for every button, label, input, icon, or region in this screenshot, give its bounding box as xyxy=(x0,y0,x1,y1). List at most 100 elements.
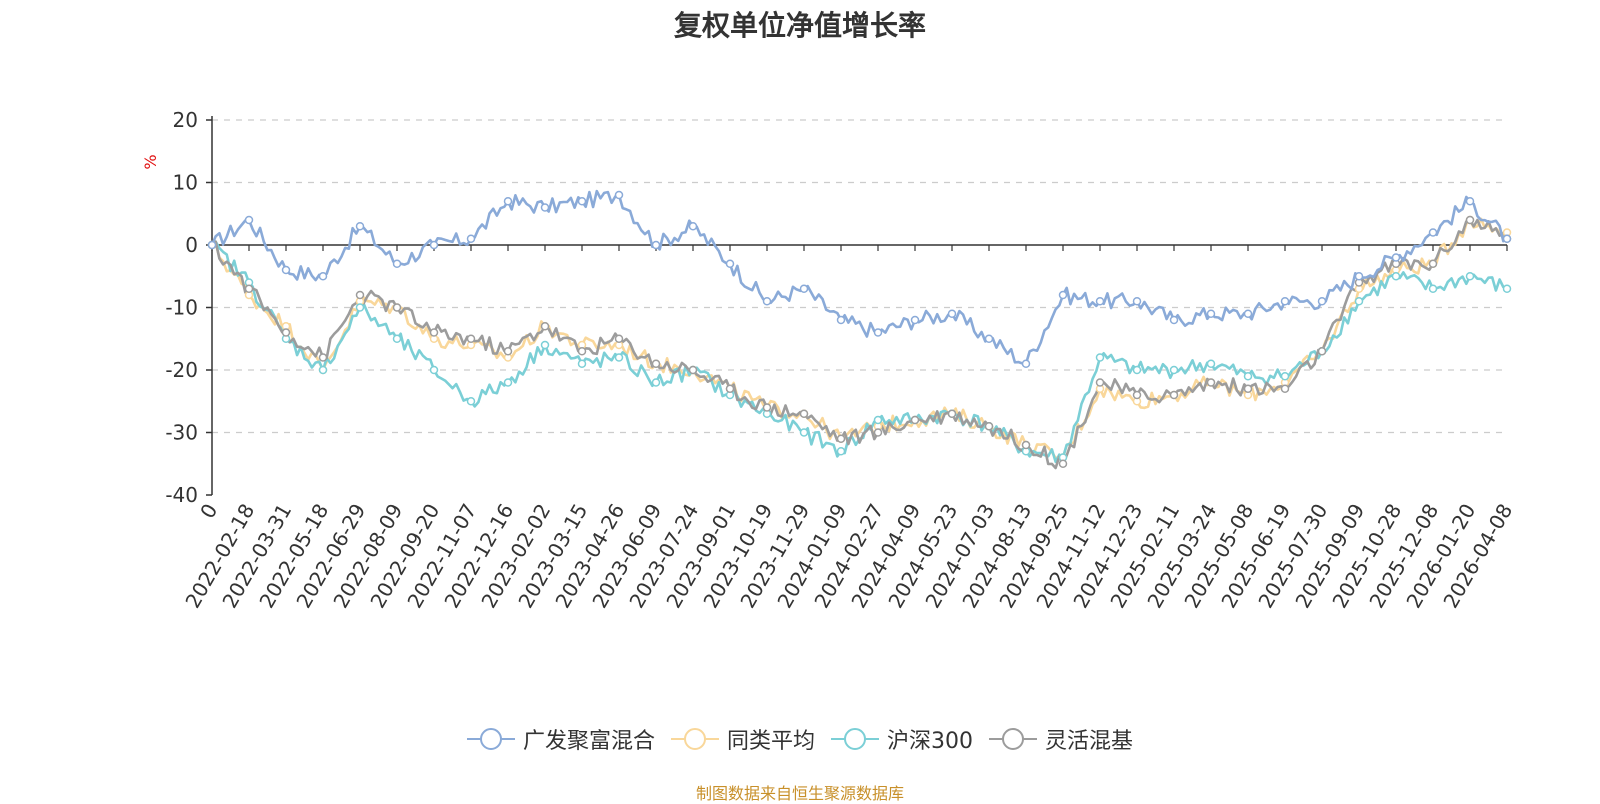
data-point xyxy=(651,378,661,387)
data-point xyxy=(1317,347,1327,356)
data-point xyxy=(1391,253,1401,262)
data-point xyxy=(873,328,883,337)
y-tick-label: 10 xyxy=(173,171,198,195)
series-lines xyxy=(210,189,1509,470)
legend-label: 沪深300 xyxy=(887,729,973,754)
data-point xyxy=(1391,272,1401,281)
y-tick-label: -10 xyxy=(165,296,198,320)
series-markers xyxy=(207,190,1512,468)
legend-item[interactable]: 沪深300 xyxy=(831,723,973,755)
data-point xyxy=(577,347,587,356)
legend-item[interactable]: 灵活混基 xyxy=(989,723,1133,755)
data-point xyxy=(503,197,513,206)
data-point xyxy=(910,415,920,425)
data-point xyxy=(688,222,698,231)
data-point xyxy=(762,297,772,306)
data-point xyxy=(1169,390,1179,400)
data-point xyxy=(1243,372,1253,381)
y-axis-label: % xyxy=(141,154,160,169)
data-point xyxy=(1132,297,1142,306)
data-point xyxy=(244,284,254,293)
legend-label: 灵活混基 xyxy=(1045,729,1134,754)
data-point xyxy=(947,309,957,318)
legend-swatch xyxy=(989,728,1037,750)
data-point xyxy=(318,353,328,362)
data-point xyxy=(1502,234,1512,243)
data-point xyxy=(1021,440,1031,450)
data-point xyxy=(836,315,846,325)
data-point xyxy=(392,334,402,343)
data-point xyxy=(1354,297,1364,306)
legend-swatch xyxy=(466,728,515,750)
series-line xyxy=(211,240,1508,464)
data-point xyxy=(1428,228,1438,237)
data-source-note: 制图数据来自恒生聚源数据库 xyxy=(695,784,904,803)
legend-swatch xyxy=(831,728,879,750)
data-point xyxy=(1465,197,1475,206)
data-point xyxy=(799,409,809,418)
data-point xyxy=(1465,272,1475,281)
y-tick-label: -20 xyxy=(165,358,198,382)
data-point xyxy=(873,428,883,437)
data-point xyxy=(355,303,365,312)
legend-item[interactable]: 广发聚富混合 xyxy=(466,723,655,755)
data-point xyxy=(1206,359,1216,368)
data-point xyxy=(1243,309,1253,318)
data-point xyxy=(1169,315,1179,325)
data-point xyxy=(466,334,476,343)
data-point xyxy=(1132,390,1142,400)
data-point xyxy=(244,215,254,225)
data-point xyxy=(651,240,661,250)
data-point xyxy=(540,322,550,331)
data-point xyxy=(984,334,994,343)
data-point xyxy=(1354,272,1364,281)
series-line xyxy=(211,217,1508,460)
data-point xyxy=(799,428,809,437)
data-point xyxy=(503,378,513,387)
data-point xyxy=(614,334,624,343)
data-point xyxy=(577,197,587,206)
series-line xyxy=(210,189,1508,366)
x-tick-label: 0 xyxy=(195,500,222,523)
data-point xyxy=(762,403,772,412)
legend: 广发聚富混合 同类平均 沪深300 灵活混基 xyxy=(0,723,1600,756)
data-point xyxy=(651,359,661,368)
data-point xyxy=(1280,372,1290,381)
data-point xyxy=(1280,384,1290,393)
data-point xyxy=(1132,365,1142,375)
data-point xyxy=(1428,259,1438,268)
data-point xyxy=(466,397,476,406)
data-point xyxy=(1428,284,1438,293)
data-point xyxy=(1206,378,1216,387)
data-point xyxy=(281,265,291,275)
data-point xyxy=(1243,384,1253,393)
data-point xyxy=(910,315,920,325)
data-point xyxy=(318,365,328,375)
data-point xyxy=(281,328,291,337)
data-point xyxy=(429,240,439,250)
data-point xyxy=(873,415,883,425)
data-point xyxy=(355,290,365,300)
legend-item[interactable]: 同类平均 xyxy=(670,723,815,755)
data-point xyxy=(429,365,439,375)
data-point xyxy=(984,422,994,431)
data-point xyxy=(429,328,439,337)
legend-label: 同类平均 xyxy=(726,729,815,754)
data-point xyxy=(725,259,735,268)
data-point xyxy=(725,384,735,393)
data-point xyxy=(1021,359,1031,368)
data-point xyxy=(355,222,365,231)
data-point xyxy=(503,347,513,356)
data-point xyxy=(836,447,846,456)
data-point xyxy=(392,303,402,312)
y-tick-label: -40 xyxy=(165,483,198,507)
data-point xyxy=(947,409,957,418)
y-tick-label: 20 xyxy=(173,108,198,132)
y-tick-label: 0 xyxy=(185,233,198,257)
data-point xyxy=(1280,297,1290,306)
data-point xyxy=(466,234,476,243)
data-point xyxy=(577,359,587,368)
data-point xyxy=(1206,309,1216,318)
data-point xyxy=(688,365,698,375)
data-point xyxy=(1095,353,1105,362)
